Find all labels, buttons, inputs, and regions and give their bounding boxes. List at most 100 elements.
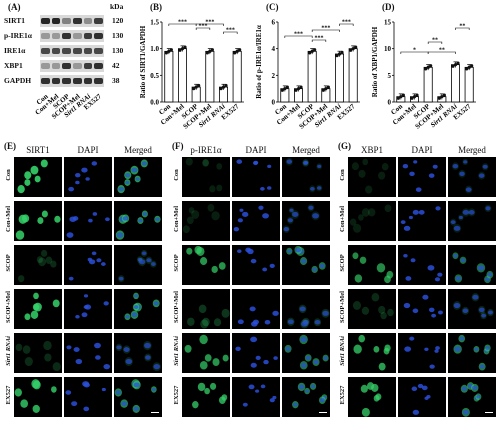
data-point [465,67,469,71]
nucleus [487,272,493,277]
micrograph [118,249,157,283]
fluorescent-cell [24,171,32,180]
nucleus [133,382,140,388]
nucleus [83,305,89,309]
nucleus [88,259,96,265]
column-header: Merged [292,145,320,155]
micrograph [17,159,48,194]
micrograph-cell [182,289,230,329]
fluorescent-cell [41,210,48,218]
significance-stars: *** [294,32,303,38]
fluorescent-cell [15,230,25,240]
micrograph-cell [448,245,496,285]
nucleus [437,272,443,277]
nucleus [453,225,461,231]
nucleus [403,253,408,258]
data-point [340,50,344,55]
micrograph-cell [64,201,112,241]
data-point [235,49,239,53]
blot-unit: kDa [110,2,124,11]
data-point [401,93,405,97]
nucleus [313,359,319,365]
data-point [283,87,287,91]
blot-band [94,18,103,24]
blot-band [51,78,61,84]
micrograph [349,204,392,233]
nucleus [121,401,128,407]
nucleus [459,171,465,177]
micrograph [460,382,482,417]
nucleus [314,320,321,325]
fluorescent-cell [373,345,380,353]
nucleus [300,336,308,343]
micrograph-cell [232,289,280,329]
nucleus [260,186,265,191]
row-label: SCOP+Mel [5,291,12,323]
nucleus [133,406,140,412]
fluorescent-cell [361,306,370,315]
nucleus [83,382,90,388]
nucleus [153,301,159,306]
nucleus [468,210,475,215]
fluorescent-cell [192,401,199,409]
micrograph [235,336,278,368]
fluorescent-cell [353,344,362,354]
nucleus [255,389,260,393]
fluorescent-cell [33,292,39,300]
nucleus [310,186,315,191]
micrograph-cell [14,333,62,373]
nucleus [153,364,161,370]
nucleus [74,172,81,178]
fluorescent-cell [32,303,40,311]
nucleus [428,307,435,313]
row-label: Con+Mel [173,205,180,233]
blot-protein-label: GAPDH [4,76,32,85]
micrograph [402,160,438,192]
micrograph [403,253,443,282]
nucleus [302,161,309,166]
nucleus [141,251,147,256]
nucleus [485,346,490,350]
micrograph-cell [114,377,162,417]
fluorescent-cell [43,340,52,351]
fluorescent-cell [209,382,217,390]
nucleus [133,305,139,309]
data-point [221,85,226,89]
blot-band [41,63,50,69]
micrograph [449,204,492,233]
y-tick-label: 2 [272,72,276,80]
fluorescent-cell [354,274,363,283]
nucleus [411,386,418,391]
fluorescent-cell [186,247,193,255]
nucleus [415,187,422,192]
fluorescent-cell [32,380,41,390]
significance-bracket [427,41,443,44]
column-header: Merged [124,145,152,155]
nucleus [287,218,293,223]
micrograph [452,292,494,320]
nucleus [103,301,109,306]
nucleus [125,180,130,185]
row-label: EX527 [173,385,180,405]
data-point [308,51,312,55]
nucleus [421,385,428,391]
data-point [169,48,173,52]
nucleus [460,258,466,263]
nucleus [135,177,140,181]
fluorescent-cell [50,260,57,268]
nucleus [463,160,468,164]
micrograph [14,379,57,413]
nucleus [462,308,469,314]
nucleus [272,310,279,316]
micrograph [186,245,226,274]
data-point [194,85,198,89]
data-point [164,51,168,55]
fluorescent-cell [222,354,229,362]
micrograph-cell [64,245,112,285]
nucleus [81,312,88,318]
blot-band-strip [40,15,104,27]
blot-band-strip [40,60,104,72]
fluorescent-cell [380,312,387,320]
nucleus [485,206,491,211]
